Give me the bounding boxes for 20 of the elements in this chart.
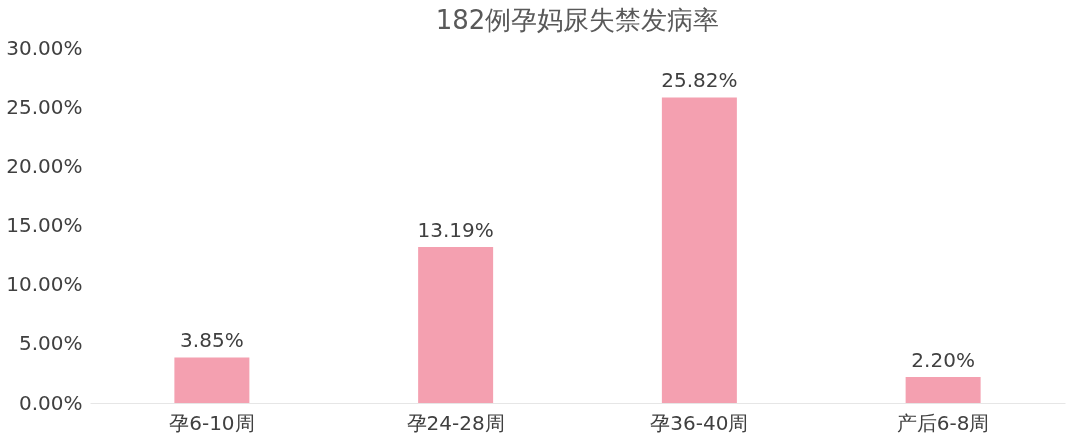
y-tick-label: 0.00% (18, 390, 83, 415)
x-tick-label: 孕36-40周 (650, 410, 749, 435)
bar (661, 97, 737, 403)
data-label: 25.82% (661, 68, 738, 93)
data-label: 2.20% (911, 347, 975, 372)
y-tick-label: 10.00% (6, 272, 83, 297)
y-tick-label: 15.00% (6, 213, 83, 237)
y-tick-label: 5.00% (18, 331, 83, 356)
data-label: 13.19% (417, 217, 494, 242)
bar (174, 357, 250, 403)
y-tick-label: 30.00% (6, 35, 83, 60)
y-tick-label: 20.00% (6, 153, 83, 178)
x-tick-label: 产后6-8周 (896, 410, 990, 435)
x-tick-label: 孕24-28周 (406, 410, 505, 435)
x-tick-label: 孕6-10周 (169, 410, 255, 435)
bar (418, 246, 494, 403)
y-tick-label: 25.00% (6, 94, 83, 119)
data-label: 3.85% (180, 328, 244, 353)
bar (905, 376, 981, 403)
chart-title: 182例孕妈尿失禁发病率 (435, 5, 720, 35)
